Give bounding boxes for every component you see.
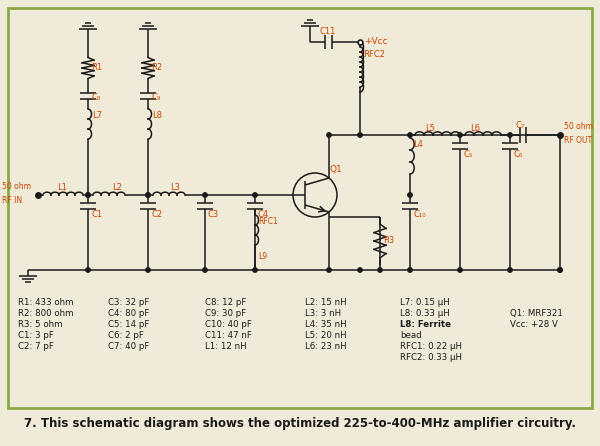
Text: L5: L5	[425, 124, 435, 133]
Text: L5: 20 nH: L5: 20 nH	[305, 331, 347, 340]
Text: R3: 5 ohm: R3: 5 ohm	[18, 320, 62, 329]
Text: R1: R1	[91, 63, 102, 72]
Text: C6: 2 pF: C6: 2 pF	[108, 331, 144, 340]
Text: 50 ohm: 50 ohm	[2, 182, 31, 191]
Text: Q1: Q1	[330, 165, 343, 174]
Text: C7: 40 pF: C7: 40 pF	[108, 342, 149, 351]
Text: RFC1: 0.22 μH: RFC1: 0.22 μH	[400, 342, 462, 351]
Circle shape	[408, 133, 412, 137]
Circle shape	[86, 193, 90, 197]
Text: L2: L2	[112, 183, 122, 192]
Text: C1: 3 pF: C1: 3 pF	[18, 331, 54, 340]
Text: +Vcc: +Vcc	[364, 37, 388, 46]
Text: 7. This schematic diagram shows the optimized 225-to-400-MHz amplifier circuitry: 7. This schematic diagram shows the opti…	[24, 417, 576, 430]
Text: C9: 30 pF: C9: 30 pF	[205, 309, 246, 318]
Text: L7: 0.15 μH: L7: 0.15 μH	[400, 298, 450, 307]
Text: L6: 23 nH: L6: 23 nH	[305, 342, 347, 351]
Text: C₇: C₇	[515, 121, 524, 130]
Text: L4: L4	[413, 140, 423, 149]
Text: RF OUT: RF OUT	[564, 136, 592, 145]
Circle shape	[358, 268, 362, 272]
Circle shape	[146, 193, 150, 197]
Text: L8: L8	[152, 111, 162, 120]
Circle shape	[253, 268, 257, 272]
Text: Vcc: +28 V: Vcc: +28 V	[510, 320, 558, 329]
Text: RF IN: RF IN	[2, 196, 22, 205]
Text: R2: R2	[151, 63, 162, 72]
Circle shape	[203, 268, 207, 272]
Circle shape	[558, 268, 562, 272]
Text: R1: 433 ohm: R1: 433 ohm	[18, 298, 74, 307]
Text: R2: 800 ohm: R2: 800 ohm	[18, 309, 74, 318]
Circle shape	[146, 193, 150, 197]
Text: C8: 12 pF: C8: 12 pF	[205, 298, 247, 307]
Text: C2: C2	[151, 210, 162, 219]
Text: C₈: C₈	[91, 93, 100, 102]
Text: RFC2: 0.33 μH: RFC2: 0.33 μH	[400, 353, 462, 362]
Circle shape	[203, 193, 207, 197]
Text: C5: 14 pF: C5: 14 pF	[108, 320, 149, 329]
Text: L8: Ferrite: L8: Ferrite	[400, 320, 451, 329]
Text: C1: C1	[91, 210, 102, 219]
Circle shape	[358, 133, 362, 137]
Circle shape	[378, 268, 382, 272]
Text: RFC2: RFC2	[363, 50, 385, 59]
Circle shape	[408, 193, 412, 197]
Text: L9: L9	[258, 252, 267, 261]
Text: RFC1: RFC1	[258, 217, 278, 226]
Text: bead: bead	[400, 331, 422, 340]
Text: L3: 3 nH: L3: 3 nH	[305, 309, 341, 318]
Circle shape	[558, 268, 562, 272]
Text: R3: R3	[383, 236, 394, 245]
Text: L7: L7	[92, 111, 102, 120]
Circle shape	[508, 268, 512, 272]
Text: C₅: C₅	[463, 150, 472, 159]
Text: L1: L1	[57, 183, 67, 192]
Text: C10: 40 pF: C10: 40 pF	[205, 320, 252, 329]
Circle shape	[508, 133, 512, 137]
Text: C3: C3	[208, 210, 219, 219]
Text: C4: 80 pF: C4: 80 pF	[108, 309, 149, 318]
Circle shape	[458, 133, 462, 137]
Text: L2: 15 nH: L2: 15 nH	[305, 298, 347, 307]
Text: C₆: C₆	[513, 150, 522, 159]
Text: C2: 7 pF: C2: 7 pF	[18, 342, 54, 351]
Circle shape	[327, 268, 331, 272]
Circle shape	[146, 268, 150, 272]
Text: 50 ohm: 50 ohm	[564, 122, 593, 131]
Text: L6: L6	[470, 124, 480, 133]
Text: C11: 47 nF: C11: 47 nF	[205, 331, 252, 340]
Text: L4: 35 nH: L4: 35 nH	[305, 320, 347, 329]
Text: L8: 0.33 μH: L8: 0.33 μH	[400, 309, 450, 318]
Circle shape	[327, 133, 331, 137]
FancyBboxPatch shape	[8, 8, 592, 408]
Circle shape	[86, 268, 90, 272]
Text: L1: 12 nH: L1: 12 nH	[205, 342, 247, 351]
Text: L3: L3	[170, 183, 180, 192]
Circle shape	[408, 268, 412, 272]
Text: C₉: C₉	[151, 93, 160, 102]
Circle shape	[253, 193, 257, 197]
Text: Q1: MRF321: Q1: MRF321	[510, 309, 563, 318]
Circle shape	[458, 268, 462, 272]
Circle shape	[86, 193, 90, 197]
Text: C3: 32 pF: C3: 32 pF	[108, 298, 149, 307]
Text: C₁₀: C₁₀	[413, 210, 425, 219]
Text: C11: C11	[320, 27, 337, 36]
Text: C4: C4	[258, 210, 269, 219]
